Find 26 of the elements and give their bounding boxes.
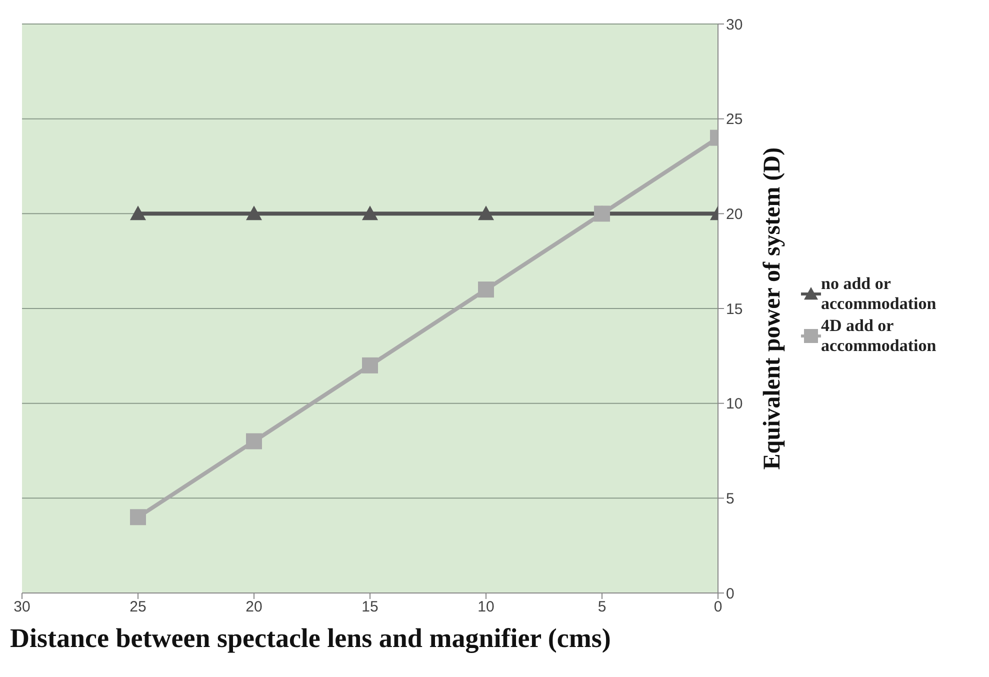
x-tick-label: 10 (478, 598, 494, 616)
y-tick-label: 10 (726, 396, 743, 413)
y-axis-title: Equivalent power of system (D) (760, 147, 786, 470)
point (362, 357, 378, 374)
x-tick-label: 25 (130, 598, 146, 616)
legend-label: 4D add or accommodation (821, 316, 938, 356)
x-tick-label: 20 (246, 598, 262, 616)
point (478, 206, 494, 220)
x-tick-label: 30 (14, 598, 30, 616)
y-tick-label: 30 (726, 16, 743, 34)
point (130, 206, 146, 220)
point (246, 206, 262, 220)
x-tick-label: 5 (598, 598, 606, 616)
y-tick-label: 20 (726, 206, 743, 223)
x-tick-label: 0 (714, 598, 722, 616)
legend-label: no add or accommodation (821, 274, 938, 314)
point (362, 206, 378, 220)
point (478, 282, 494, 298)
y-tick-label: 25 (726, 111, 743, 128)
point (130, 509, 146, 526)
y-tick-label: 15 (726, 300, 743, 318)
x-tick-label: 15 (362, 598, 378, 616)
y-tick-label: 0 (726, 585, 734, 602)
y-tick-label: 5 (726, 490, 734, 508)
point (246, 433, 262, 450)
x-axis-title: Distance between spectacle lens and magnifier (cms) (10, 623, 612, 654)
